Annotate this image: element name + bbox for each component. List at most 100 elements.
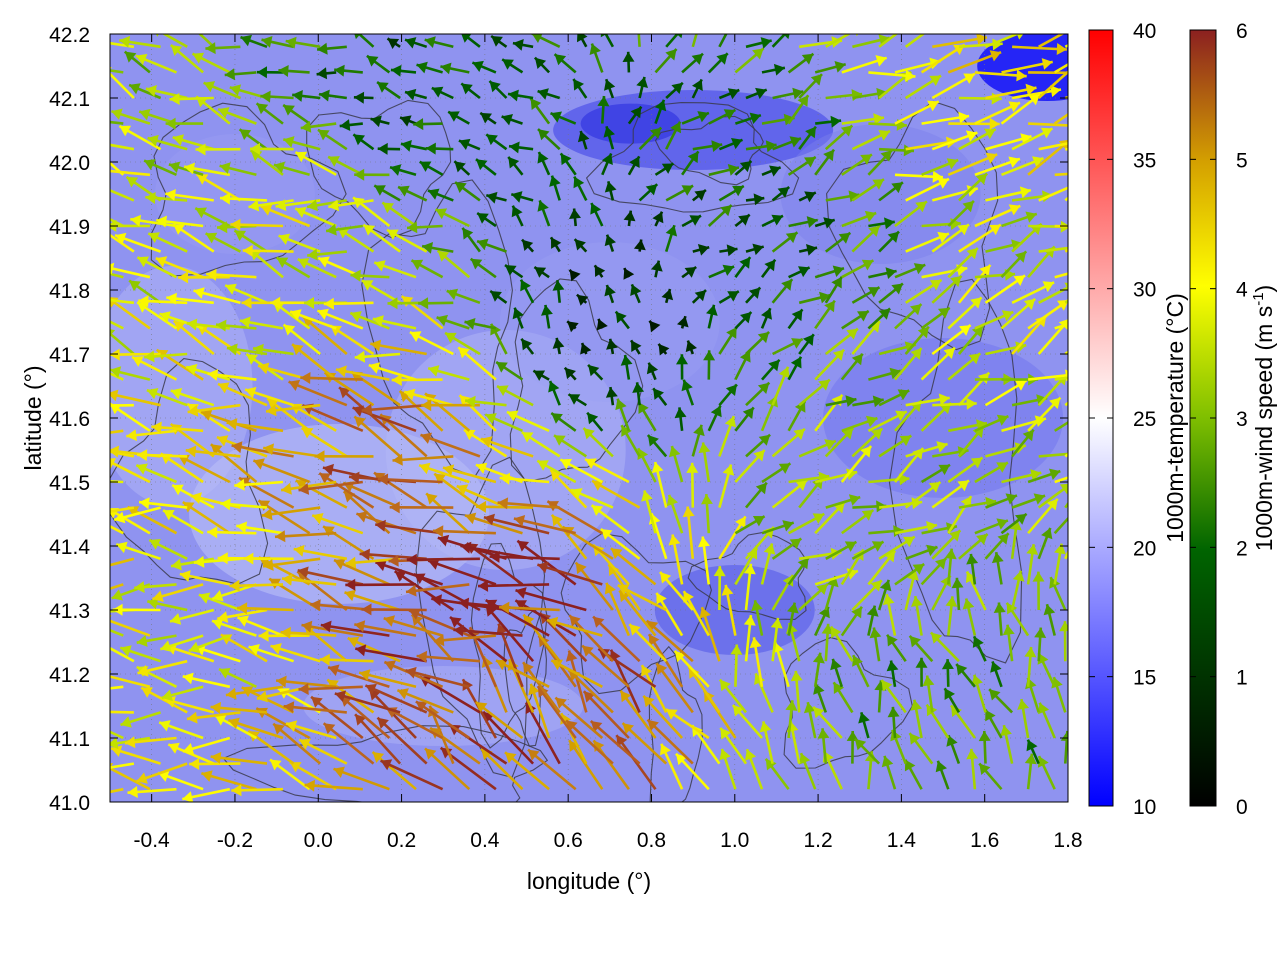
wind-arrow [1064, 501, 1068, 509]
wind-arrow [894, 347, 923, 381]
wind-arrow [529, 97, 551, 125]
wind-arrow [533, 56, 551, 74]
wind-arrow [830, 658, 844, 688]
wind-arrow [215, 319, 257, 332]
wind-arrow [300, 120, 337, 133]
wind-arrow [415, 700, 471, 740]
wind-arrow [638, 183, 659, 202]
wind-arrow [584, 457, 630, 484]
wind-arrow [497, 497, 560, 510]
wind-arrow [691, 424, 705, 457]
wind-arrow [868, 473, 910, 486]
wind-arrow [905, 393, 950, 407]
wind-arrow [958, 127, 997, 151]
wind-arrow [373, 184, 401, 202]
wind-arrow [147, 134, 188, 151]
wind-arrow [577, 130, 590, 150]
wind-arrow [210, 751, 268, 765]
wind-arrow [745, 381, 771, 407]
wind-arrow [260, 90, 294, 103]
wind-arrow [217, 382, 268, 407]
wind-arrow [427, 558, 497, 586]
wind-arrow [974, 310, 1014, 330]
wind-arrow [512, 39, 534, 51]
wind-arrow [165, 117, 204, 130]
wind-arrow [950, 704, 976, 739]
wind-arrow [211, 583, 257, 602]
wind-arrow [922, 675, 935, 713]
wind-arrow [114, 232, 162, 253]
wind-arrow [759, 721, 774, 764]
wind-arrow [376, 81, 401, 100]
wind-arrow [294, 206, 337, 228]
wind-arrow [155, 256, 204, 279]
wind-arrow [841, 508, 875, 535]
wind-arrow [920, 557, 948, 586]
temperature-colorbar: 10 15 20 25 30 35 40 1000m-temperature (°C) [1088, 20, 1188, 819]
wind-arrow [707, 204, 733, 227]
wind-arrow [361, 403, 427, 416]
wind-arrow [334, 690, 401, 714]
wind-arrow [152, 583, 204, 602]
wind-arrow [136, 256, 178, 279]
wind-arrow [646, 434, 668, 458]
wind-arrow [484, 413, 524, 432]
y-tick-label: 41.9 [49, 216, 90, 239]
wind-arrow [262, 557, 321, 571]
wind-arrow [136, 762, 188, 784]
wind-arrow [361, 279, 401, 304]
wind-arrow [867, 410, 908, 432]
wind-arrow [546, 616, 603, 637]
wind-arrow [323, 297, 374, 310]
wind-arrow [550, 513, 588, 560]
wind-arrow [110, 762, 135, 769]
wind-arrow [146, 388, 188, 407]
wind-arrow [289, 309, 337, 330]
wind-arrow [745, 193, 765, 206]
wind-arrow [501, 114, 523, 126]
wind-arrow [418, 297, 454, 310]
wind-arrow [840, 606, 863, 637]
colorbar-tick-label: 40 [1133, 20, 1156, 43]
wind-arrow [501, 58, 524, 74]
wind-arrow [314, 450, 374, 463]
wind-arrow [573, 176, 588, 201]
wind-arrow [231, 441, 294, 458]
y-tick-label: 41.1 [49, 728, 90, 751]
wind-arrow [978, 730, 991, 764]
wind-arrow [347, 636, 401, 663]
y-tick-label: 42.0 [49, 152, 90, 175]
wind-arrow [298, 738, 348, 765]
y-tick-label: 41.6 [49, 408, 90, 431]
wind-arrow [734, 112, 762, 125]
wind-arrow [355, 644, 427, 663]
wind-arrow [984, 379, 1028, 407]
wind-arrow [601, 152, 613, 176]
wind-arrow [352, 133, 375, 151]
wind-arrow [798, 439, 837, 458]
wind-arrow [447, 110, 470, 125]
wind-arrow [205, 42, 241, 55]
wind-arrow [252, 458, 311, 484]
wind-arrow [510, 191, 534, 203]
wind-arrow [200, 409, 257, 433]
wind-arrow [110, 710, 134, 714]
wind-arrow [985, 493, 1018, 509]
wind-arrow [966, 748, 979, 790]
wind-arrow [349, 311, 390, 330]
wind-arrow [1027, 468, 1061, 484]
wind-arrow [110, 787, 124, 794]
terrain-contour [361, 179, 513, 478]
wind-arrow [1038, 282, 1068, 304]
wind-arrow [985, 186, 1032, 202]
wind-arrow [974, 101, 1021, 125]
wind-arrow [971, 674, 987, 713]
wind-arrow [869, 627, 882, 662]
wind-arrow [638, 126, 663, 151]
colorbar-tick-label: 20 [1133, 537, 1156, 560]
wind-arrow [511, 205, 524, 227]
wind-arrow [461, 227, 481, 253]
wind-arrow [600, 527, 641, 560]
wind-arrow [280, 480, 337, 495]
wind-arrow [239, 316, 284, 330]
